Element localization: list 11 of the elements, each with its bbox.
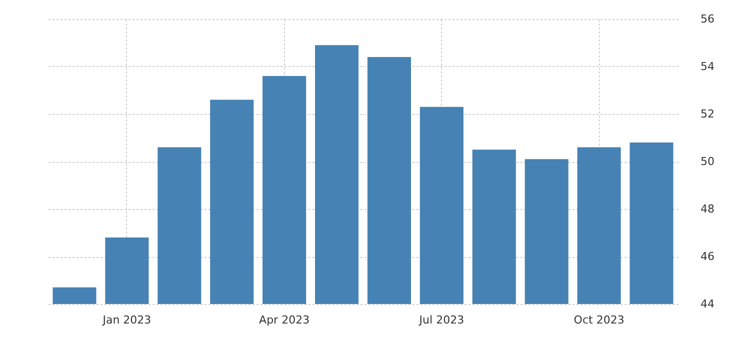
x-tick-label: Apr 2023: [259, 314, 310, 326]
y-tick-label: 50: [700, 155, 714, 168]
y-tick-label: 54: [700, 60, 714, 73]
y-tick-label: 56: [700, 12, 714, 26]
x-tick-label: Jul 2023: [418, 314, 464, 326]
y-tick-label: 48: [700, 202, 714, 216]
y-tick-label: 52: [700, 108, 714, 120]
x-tick-label: Oct 2023: [574, 314, 624, 326]
y-tick-label: 46: [700, 250, 714, 263]
y-tick-label: 44: [700, 298, 714, 310]
x-tick-label: Jan 2023: [102, 314, 152, 326]
